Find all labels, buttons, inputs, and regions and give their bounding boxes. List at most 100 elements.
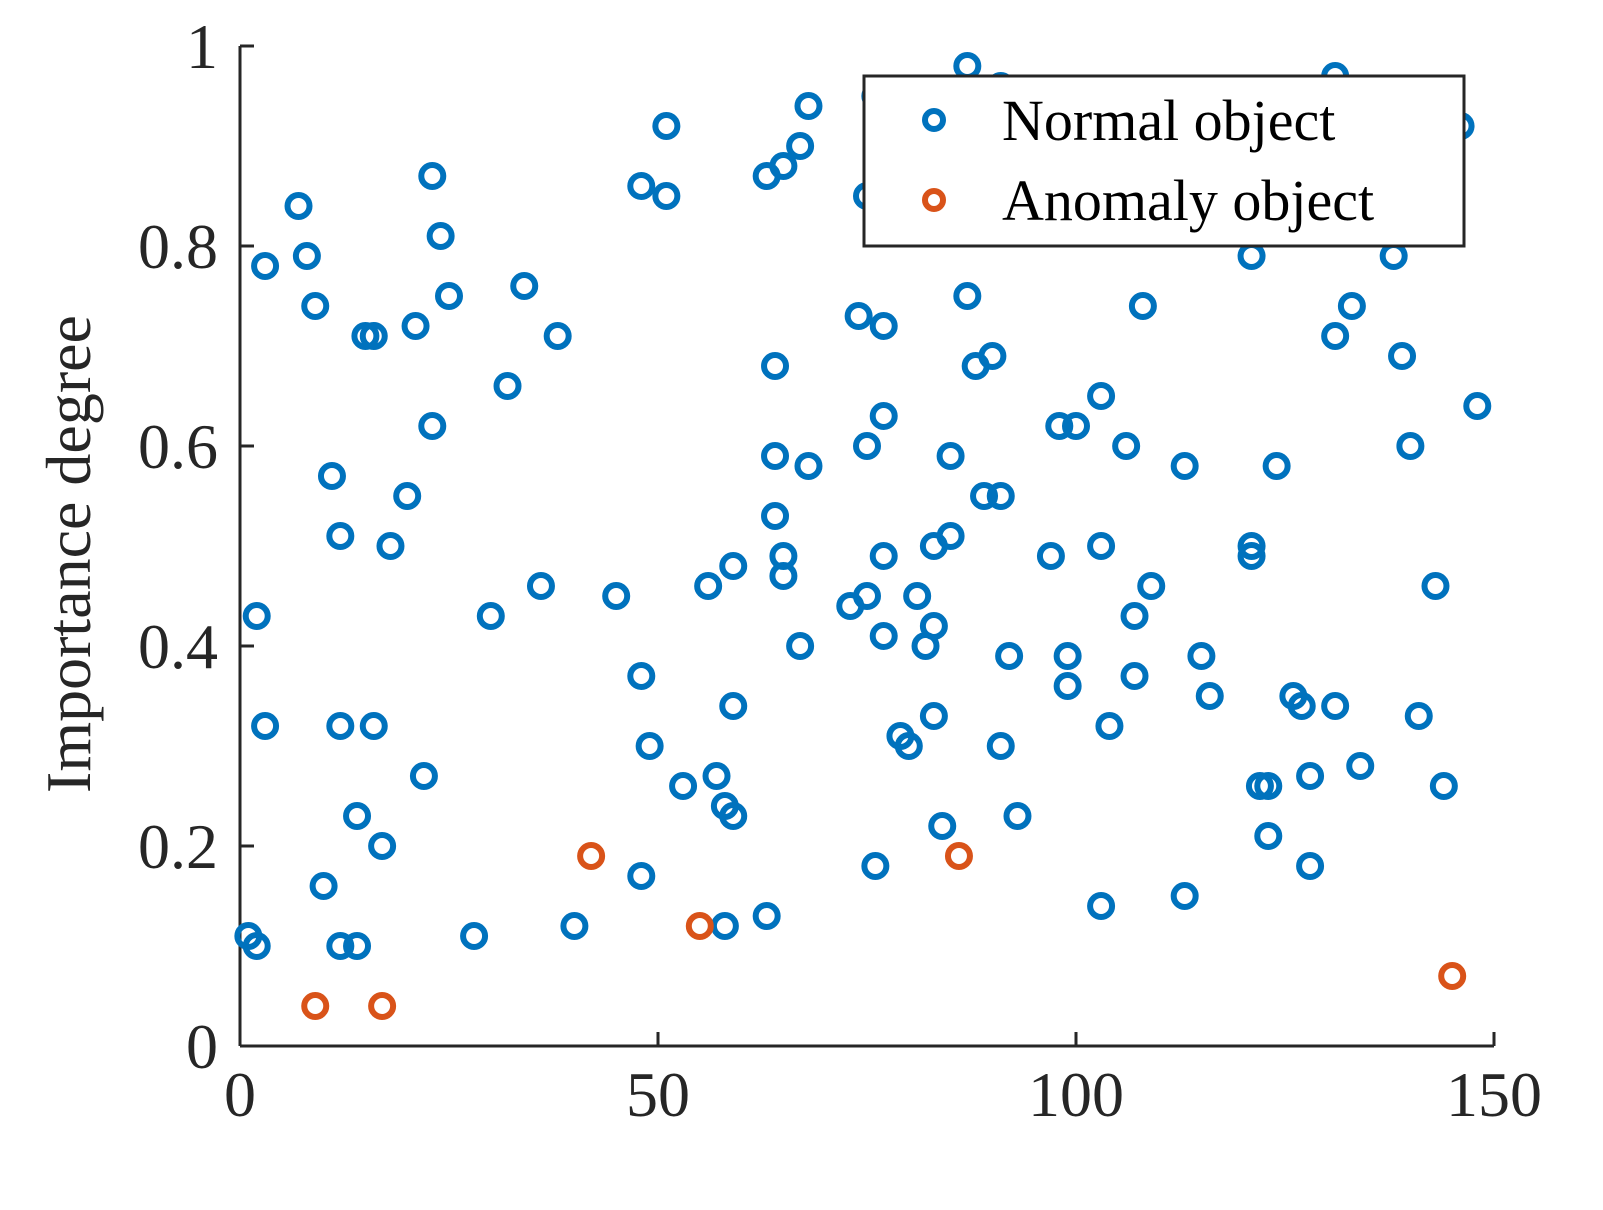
data-point [1438, 962, 1467, 990]
x-tick-label: 150 [1446, 1059, 1542, 1130]
data-point [986, 482, 1015, 510]
y-tick-label: 0.6 [138, 411, 218, 482]
data-point [869, 402, 898, 430]
data-point [1053, 672, 1082, 700]
data-point [1296, 852, 1325, 880]
data-point [435, 282, 463, 310]
data-point [309, 872, 338, 900]
data-point [476, 602, 505, 630]
data-point [242, 602, 271, 630]
data-point [869, 312, 898, 340]
legend-box [862, 74, 1466, 248]
data-point [526, 572, 555, 600]
data-point [326, 932, 355, 960]
data-point [1128, 292, 1157, 320]
data-point [1321, 692, 1350, 720]
data-point [1262, 452, 1291, 480]
data-point [401, 312, 430, 340]
data-point [418, 162, 447, 190]
data-point [853, 432, 881, 460]
data-point [986, 732, 1015, 760]
data-point [1112, 432, 1141, 460]
data-point [919, 612, 948, 640]
data-point [1036, 542, 1065, 570]
y-tick-label: 0.4 [138, 611, 218, 682]
data-point [1120, 662, 1149, 690]
data-point [769, 562, 798, 590]
data-point [1254, 772, 1283, 800]
data-point [944, 842, 973, 870]
data-point [251, 252, 280, 280]
data-point [301, 992, 330, 1020]
data-point [1187, 642, 1216, 670]
data-point [1170, 882, 1199, 910]
data-point [1287, 692, 1316, 720]
data-point [710, 912, 739, 940]
data-point [1087, 532, 1116, 560]
data-point [368, 832, 397, 860]
data-point [894, 732, 923, 760]
data-point [786, 632, 815, 660]
y-tick-label: 0 [186, 1011, 218, 1082]
data-point [761, 442, 790, 470]
data-point [953, 52, 982, 80]
data-point [326, 712, 355, 740]
data-point [510, 272, 539, 300]
data-point [343, 802, 372, 830]
y-tick-label: 0.8 [138, 211, 218, 282]
data-point [393, 482, 422, 510]
data-point [1045, 412, 1074, 440]
x-tick-label: 0 [224, 1059, 256, 1130]
axes [238, 46, 1494, 1048]
data-point [1337, 292, 1366, 320]
data-point [359, 322, 388, 350]
legend-label: Normal object [1002, 88, 1335, 153]
legend: Normal object Anomaly object [862, 74, 1466, 248]
data-point [970, 482, 999, 510]
data-point [928, 812, 957, 840]
axis-ticks: 0 50 100 150 0 0.2 0.4 0.6 0.8 1 [138, 11, 1542, 1130]
data-point [761, 352, 790, 380]
y-axis-label: Importance degree [33, 315, 104, 793]
data-point [794, 92, 823, 120]
data-point [1195, 682, 1224, 710]
data-point [953, 282, 982, 310]
data-point [869, 542, 898, 570]
series-normal-object [234, 52, 1492, 960]
data-point [719, 802, 748, 830]
data-point [343, 932, 372, 960]
data-point [627, 662, 656, 690]
data-point [284, 192, 313, 220]
data-point [1237, 532, 1266, 560]
data-point [1463, 392, 1492, 420]
data-point [719, 692, 748, 720]
data-point [769, 152, 798, 180]
data-point [1396, 432, 1425, 460]
legend-label: Anomaly object [1002, 168, 1374, 233]
data-point [1137, 572, 1166, 600]
data-point [317, 462, 346, 490]
data-point [1296, 762, 1325, 790]
data-point [1429, 772, 1458, 800]
data-point [936, 442, 965, 470]
data-point [1388, 342, 1417, 370]
data-point [702, 762, 731, 790]
data-point [919, 702, 948, 730]
data-point [685, 912, 714, 940]
data-point [1095, 712, 1124, 740]
data-point [844, 302, 873, 330]
data-point [359, 712, 388, 740]
data-point [1404, 702, 1433, 730]
data-point [635, 732, 664, 760]
data-point [1421, 572, 1450, 600]
x-tick-label: 50 [626, 1059, 690, 1130]
data-point [903, 582, 932, 610]
data-point [543, 322, 572, 350]
data-point [794, 452, 823, 480]
data-point [376, 532, 405, 560]
data-points [234, 52, 1492, 1020]
data-point [1379, 242, 1408, 270]
data-point [426, 222, 455, 250]
data-point [368, 992, 397, 1020]
